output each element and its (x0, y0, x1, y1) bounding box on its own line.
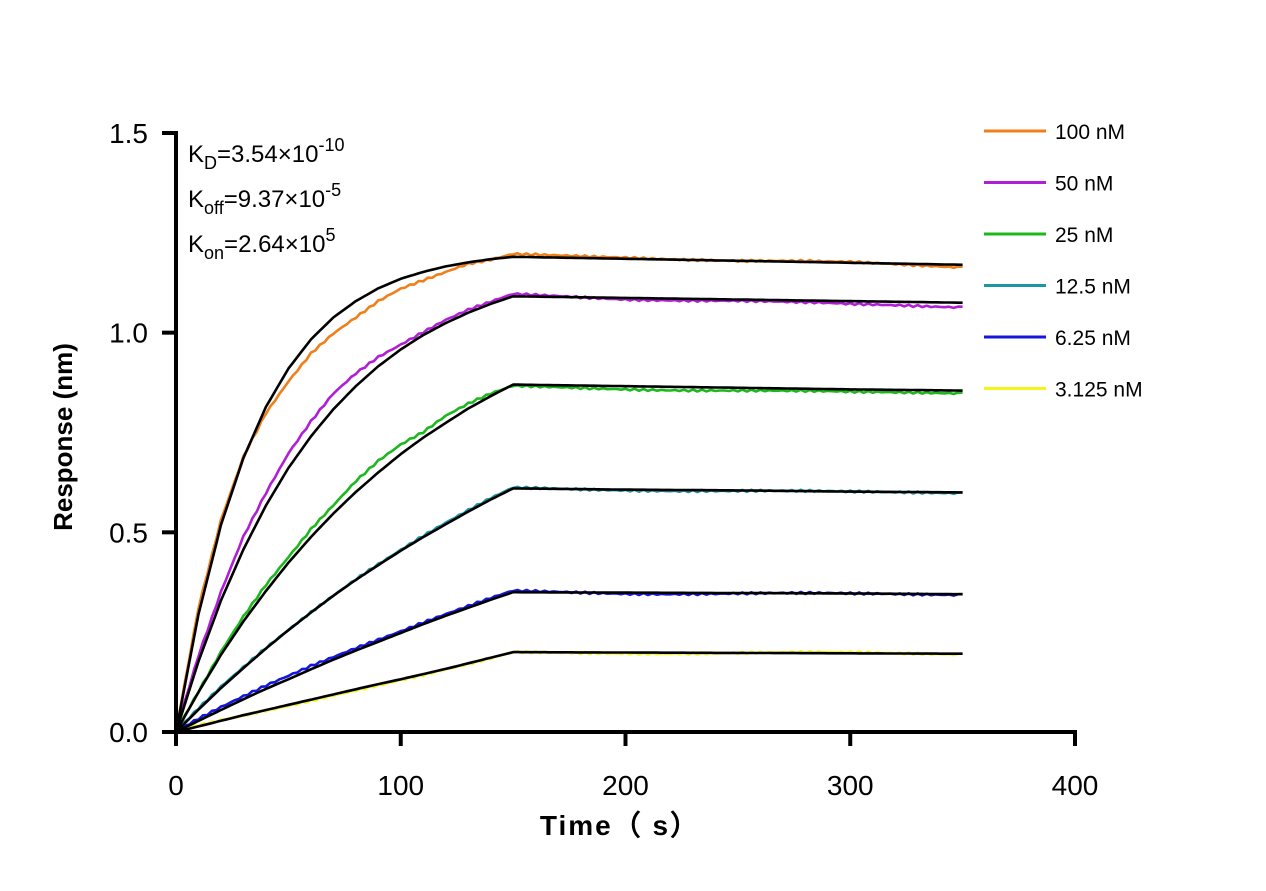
y-axis-label: Response (nm) (48, 343, 78, 531)
annotation-value: =3.54×10 (217, 141, 318, 168)
annotation-subscript: D (204, 153, 217, 173)
fit-curve-50-nM (174, 294, 963, 733)
ticks: 0 100 200 300 400 0.0 0.5 1.0 1.5 (109, 118, 1098, 801)
annotation-exponent: 5 (325, 225, 335, 245)
legend-label: 6.25 nM (1055, 327, 1131, 350)
x-axis-label: Time（ s） (540, 809, 700, 841)
legend-label: 100 nM (1055, 121, 1125, 144)
annotation-line: Kon=2.64×105 (188, 225, 336, 263)
annotation-symbol: K (188, 186, 204, 213)
annotation-line: KD=3.54×10-10 (188, 135, 344, 173)
x-tick-label: 0 (168, 770, 184, 801)
y-tick-label: 1.5 (109, 118, 148, 149)
legend-label: 3.125 nM (1055, 379, 1143, 402)
annotation-value: =2.64×10 (224, 231, 325, 258)
observed-curve-50-nM (174, 292, 963, 733)
fit-curve-6-25-nM (175, 590, 963, 734)
annotation-symbol: K (188, 231, 204, 258)
x-tick-label: 200 (602, 770, 649, 801)
annotation-line: Koff=9.37×10-5 (188, 180, 341, 218)
annotation-symbol: K (188, 141, 204, 168)
axes (174, 131, 1077, 734)
annotation-exponent: -5 (325, 180, 341, 200)
y-tick-label: 0.0 (109, 717, 148, 748)
annotation-subscript: off (204, 198, 225, 218)
observed-curve-6-25-nM (175, 588, 963, 734)
annotation-subscript: on (204, 243, 224, 263)
annotation-value: =9.37×10 (224, 186, 325, 213)
observed-curve-3-125-nM (175, 649, 963, 734)
legend-label: 50 nM (1055, 173, 1113, 196)
fit-curve-100-nM (174, 255, 963, 733)
y-tick-label: 0.5 (109, 517, 148, 548)
fit-curve-3-125-nM (175, 650, 963, 734)
x-tick-label: 100 (377, 770, 424, 801)
x-tick-label: 400 (1052, 770, 1099, 801)
plot-area (174, 252, 963, 734)
observed-curve-12-5-nM (175, 485, 963, 733)
x-tick-label: 300 (827, 770, 874, 801)
y-tick-label: 1.0 (109, 318, 148, 349)
annotation-exponent: -10 (318, 135, 344, 155)
fit-curve-12-5-nM (175, 487, 963, 733)
fit-curve-25-nM (174, 383, 963, 733)
legend-label: 12.5 nM (1055, 276, 1131, 299)
observed-curve-25-nM (174, 383, 963, 733)
legend: 100 nM 50 nM 25 nM 12.5 nM 6.25 nM 3.125 nM (984, 121, 1143, 402)
legend-label: 25 nM (1055, 224, 1113, 247)
